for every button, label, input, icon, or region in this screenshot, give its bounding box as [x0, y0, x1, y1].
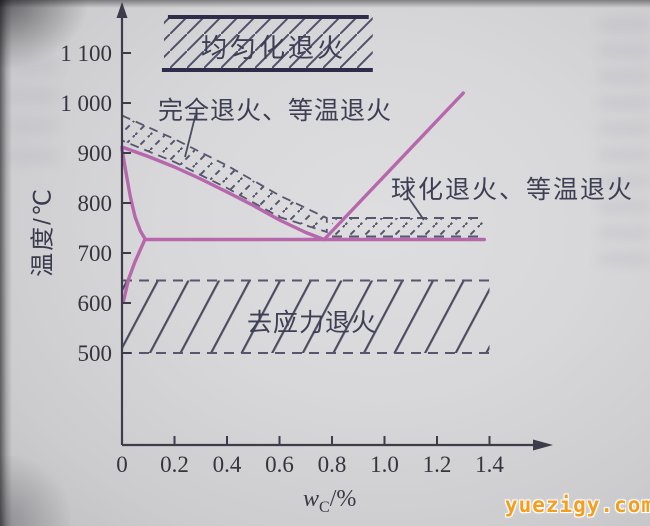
x-axis-subscript: C: [319, 498, 330, 516]
x-tick-label-0.6: 0.6: [265, 452, 294, 477]
y-tick-label-500: 500: [78, 341, 113, 366]
y-tick-label-1000: 1 000: [60, 91, 112, 116]
series-PQ-line: [121, 237, 147, 304]
x-tick-label-0.8: 0.8: [318, 452, 347, 477]
watermark-text: yuezigy.com: [504, 493, 650, 517]
x-tick-label-0.4: 0.4: [213, 452, 242, 477]
x-axis-unit: /%: [329, 486, 357, 512]
full-annealing-leader: [184, 114, 197, 158]
band-full-isothermal-annealing: [121, 114, 328, 234]
series-A3-GS-line: [120, 145, 326, 242]
band-stress-relief-annealing: [122, 280, 490, 353]
series-Acm-SE-line: [322, 91, 465, 242]
y-tick-label-800: 800: [78, 191, 113, 216]
x-axis-variable: w: [303, 486, 320, 512]
x-tick-label-1.4: 1.4: [475, 452, 504, 477]
x-axis-arrow: [533, 439, 553, 451]
spheroidizing-leader: [407, 196, 425, 221]
band-label-full-isothermal-annealing: 完全退火、等温退火: [158, 97, 393, 125]
x-tick-label-0: 0: [116, 452, 128, 477]
y-tick-label-700: 700: [78, 241, 113, 266]
band-label-spheroidizing-isothermal-annealing: 球化退火、等温退火: [391, 176, 635, 204]
y-tick-label-600: 600: [78, 291, 113, 316]
series-GP-line: [120, 147, 147, 241]
x-tick-label-0.2: 0.2: [160, 452, 189, 477]
y-tick-label-900: 900: [78, 141, 113, 166]
y-tick-label-1100: 1 100: [60, 41, 112, 66]
x-tick-label-1.2: 1.2: [423, 452, 452, 477]
band-hatch-homogenization-annealing: [163, 17, 373, 70]
y-axis-title: 温度/℃: [29, 187, 57, 277]
x-tick-label-1: 1.0: [370, 452, 399, 477]
band-label-stress-relief-annealing: 去应力退火: [247, 309, 378, 337]
band-spheroidizing-isothermal-annealing: [332, 218, 485, 237]
y-axis-arrow: [116, 2, 128, 18]
x-axis-title: wC/%: [303, 486, 356, 517]
band-label-homogenization-annealing: 均匀化退火: [201, 33, 347, 63]
